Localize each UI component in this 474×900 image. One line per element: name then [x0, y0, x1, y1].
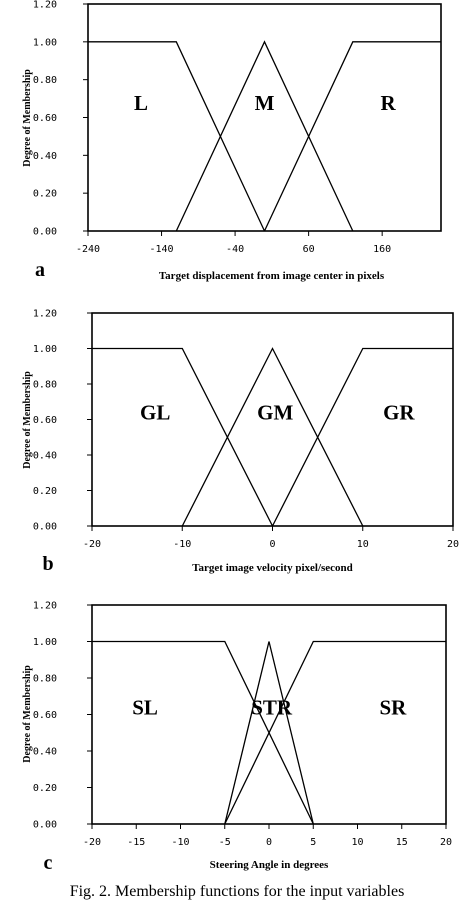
membership-series-gm [181, 347, 364, 527]
set-label-gr: GR [383, 401, 415, 425]
y-tick-label: 0.00 [33, 820, 57, 831]
x-tick-label: -15 [127, 837, 145, 848]
y-tick-label: 0.40 [33, 451, 57, 462]
x-tick-label: 0 [269, 539, 275, 550]
x-axis-label: Target image velocity pixel/second [192, 562, 353, 574]
x-tick-label: -10 [173, 539, 191, 550]
x-tick-label: 20 [440, 837, 452, 848]
x-tick-label: -240 [76, 244, 100, 255]
set-label-sl: SL [132, 696, 158, 720]
membership-series-r [263, 41, 441, 232]
x-tick-label: -140 [149, 244, 173, 255]
chart-panel-c: 0.00 0.20 0.40 0.60 0.80 1.00 1.20 -20 -15 -10 -5 0… [22, 601, 452, 875]
y-tick-label: 1.00 [33, 344, 57, 355]
y-tick-label: 1.00 [33, 37, 57, 48]
y-tick-label: 0.60 [33, 415, 57, 426]
y-tick-label: 0.60 [33, 113, 57, 124]
membership-series-str [224, 641, 314, 825]
y-axis-label: Degree of Membership [22, 665, 33, 763]
set-label-l: L [134, 91, 148, 115]
x-tick-label: 15 [396, 837, 408, 848]
chart-panel-a: 0.00 0.20 0.40 0.60 0.80 1.00 1.20 -240 -140 -40 6… [22, 0, 442, 282]
membership-series-sr [224, 640, 446, 825]
x-tick-label: -40 [226, 244, 244, 255]
panel-letter: b [42, 553, 53, 575]
x-tick-label: 0 [266, 837, 272, 848]
set-label-m: M [255, 91, 275, 115]
membership-series-l [88, 41, 266, 232]
y-tick-label: 1.20 [33, 309, 57, 320]
y-tick-label: 0.20 [33, 189, 57, 200]
plot-frame [87, 3, 442, 232]
panel-letter: c [44, 852, 53, 874]
x-tick-label: 20 [447, 539, 459, 550]
x-tick-label: -5 [219, 837, 231, 848]
x-tick-label: 60 [303, 244, 315, 255]
x-tick-label: -20 [83, 837, 101, 848]
set-label-gl: GL [140, 401, 170, 425]
panel-letter: a [35, 259, 45, 281]
y-tick-label: 1.00 [33, 637, 57, 648]
y-tick-label: 1.20 [33, 0, 57, 11]
y-tick-label: 0.00 [33, 227, 57, 238]
y-tick-label: 0.00 [33, 522, 57, 533]
membership-series-sl [92, 640, 314, 825]
y-tick-label: 0.20 [33, 783, 57, 794]
y-tick-label: 0.80 [33, 75, 57, 86]
y-tick-label: 0.40 [33, 747, 57, 758]
membership-series-m [175, 40, 354, 232]
y-tick-label: 0.60 [33, 710, 57, 721]
x-tick-label: 10 [351, 837, 363, 848]
set-label-gm: GM [257, 401, 293, 425]
y-tick-label: 0.80 [33, 674, 57, 685]
x-axis-label: Target displacement from image center in… [159, 270, 385, 282]
y-tick-label: 0.80 [33, 380, 57, 391]
x-tick-label: 10 [357, 539, 369, 550]
y-axis-label: Degree of Membership [22, 69, 33, 167]
x-axis-label: Steering Angle in degrees [210, 859, 329, 871]
membership-series-gr [271, 347, 453, 527]
x-tick-label: -10 [171, 837, 189, 848]
y-tick-label: 0.20 [33, 486, 57, 497]
y-axis-label: Degree of Membership [22, 371, 33, 469]
set-label-str: STR [251, 696, 293, 720]
x-tick-label: -20 [83, 539, 101, 550]
y-tick-label: 0.40 [33, 151, 57, 162]
x-tick-label: 160 [373, 244, 391, 255]
set-label-r: R [380, 91, 396, 115]
y-tick-label: 1.20 [33, 601, 57, 612]
chart-panel-b: 0.00 0.20 0.40 0.60 0.80 1.00 1.20 -20 -10 0 10 20 G… [22, 309, 459, 576]
figure-caption: Fig. 2. Membership functions for the inp… [70, 883, 405, 900]
x-tick-label: 5 [310, 837, 316, 848]
set-label-sr: SR [379, 696, 407, 720]
membership-series-gl [92, 347, 274, 527]
